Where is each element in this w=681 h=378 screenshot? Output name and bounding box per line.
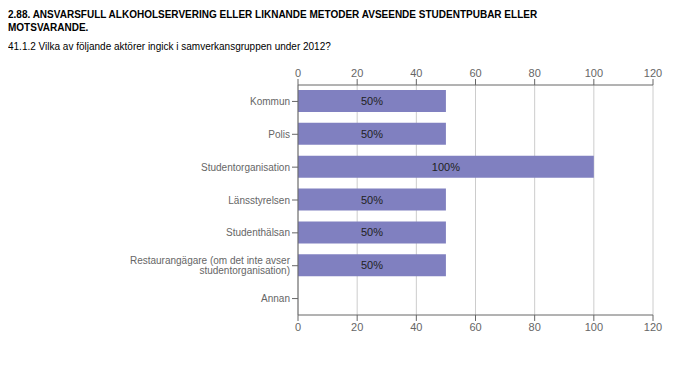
svg-text:120: 120 [644,321,662,333]
svg-text:20: 20 [351,67,363,79]
svg-text:40: 40 [410,321,422,333]
svg-text:80: 80 [529,67,541,79]
svg-text:20: 20 [351,321,363,333]
svg-text:40: 40 [410,67,422,79]
svg-text:100: 100 [585,321,603,333]
svg-text:0: 0 [295,321,301,333]
svg-text:50%: 50% [361,226,383,238]
svg-text:Länsstyrelsen: Länsstyrelsen [228,195,290,206]
svg-text:60: 60 [469,321,481,333]
svg-text:100: 100 [585,67,603,79]
svg-text:100%: 100% [432,161,460,173]
svg-text:Kommun: Kommun [250,96,290,107]
svg-text:50%: 50% [361,259,383,271]
svg-text:50%: 50% [361,128,383,140]
svg-text:120: 120 [644,67,662,79]
svg-text:0: 0 [295,67,301,79]
html-text:2.88. ANSVARSFULL ALKOHOLSERVE: 2.88. ANSVARSFULL ALKOHOLSERVERING ELLER… [8,9,538,33]
svg-text:60: 60 [469,67,481,79]
html-text:41.1.2 Vilka av följande aktör: 41.1.2 Vilka av följande aktörer ingick … [8,41,331,52]
svg-text:Polis: Polis [268,129,290,140]
svg-text:50%: 50% [361,95,383,107]
svg-text:Studentorganisation: Studentorganisation [201,162,290,173]
svg-text:50%: 50% [361,194,383,206]
svg-text:Annan: Annan [261,293,290,304]
svg-text:80: 80 [529,321,541,333]
svg-text:Restaurangägare (om det inte a: Restaurangägare (om det inte avserstuden… [130,255,291,276]
svg-text:Studenthälsan: Studenthälsan [226,227,290,238]
